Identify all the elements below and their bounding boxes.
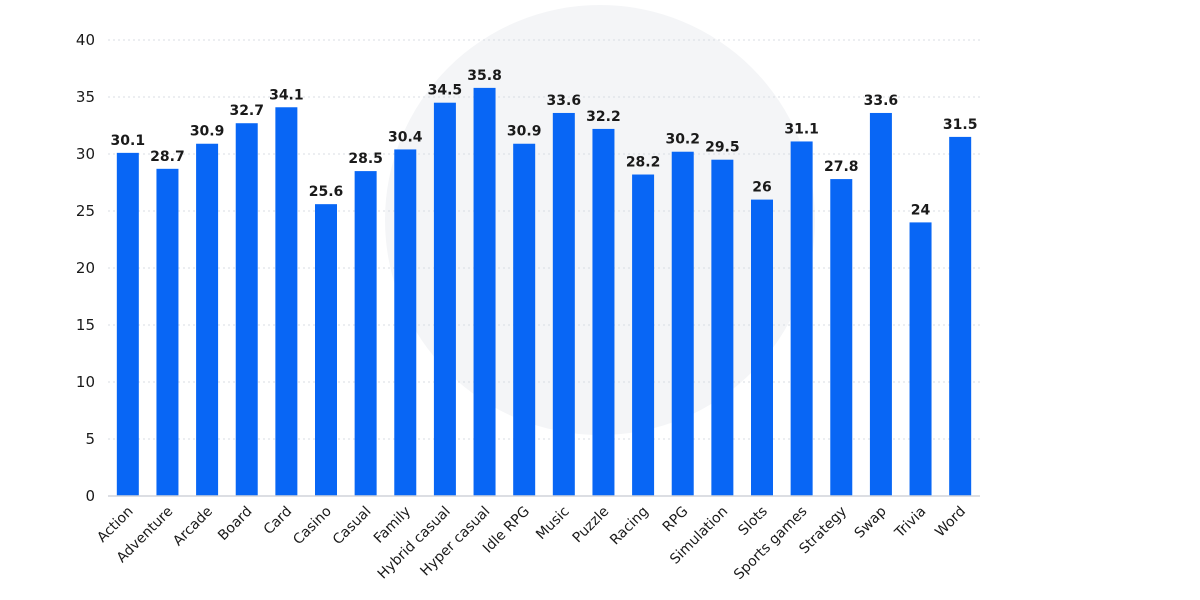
bar-puzzle	[592, 128, 615, 497]
y-tick-label: 20	[76, 259, 95, 277]
bar-swap	[869, 112, 892, 497]
bar-simulation	[711, 159, 734, 496]
value-label: 30.1	[111, 133, 146, 149]
value-label: 30.4	[388, 129, 423, 145]
value-label: 27.8	[824, 159, 859, 175]
x-category-label: Card	[261, 504, 295, 538]
bar-hybrid-casual	[433, 102, 456, 496]
bar-card	[275, 107, 298, 496]
bar-arcade	[196, 143, 219, 497]
y-tick-label: 25	[76, 202, 95, 220]
value-label: 25.6	[309, 184, 344, 200]
value-label: 28.2	[626, 155, 661, 171]
bar-idle-rpg	[513, 143, 536, 497]
value-label: 34.1	[269, 87, 304, 103]
value-label: 32.2	[586, 109, 621, 125]
value-label: 30.9	[507, 124, 542, 140]
value-label: 28.7	[150, 149, 185, 165]
x-category-label: Racing	[607, 504, 652, 549]
y-tick-label: 40	[76, 31, 95, 49]
value-label: 30.9	[190, 124, 225, 140]
y-tick-label: 10	[76, 373, 95, 391]
bar-racing	[632, 174, 655, 496]
value-label: 35.8	[467, 68, 502, 84]
value-label: 24	[911, 202, 931, 218]
y-tick-label: 15	[76, 316, 95, 334]
x-category-label: Puzzle	[570, 504, 613, 547]
bar-family	[394, 149, 417, 496]
x-category-label: Board	[215, 504, 255, 544]
bar-sports-games	[790, 141, 813, 496]
bar-slots	[751, 199, 773, 496]
y-tick-label: 0	[85, 487, 95, 505]
bar-casino	[315, 204, 337, 496]
value-label: 26	[752, 180, 771, 196]
bar-casual	[354, 171, 377, 496]
value-label: 34.5	[428, 83, 463, 99]
y-tick-label: 30	[76, 145, 95, 163]
y-tick-label: 35	[76, 88, 95, 106]
x-category-label: Casino	[290, 504, 335, 549]
value-label: 29.5	[705, 140, 740, 156]
value-label: 33.6	[864, 93, 899, 109]
bar-hyper-casual	[473, 87, 496, 496]
bar-music	[552, 112, 575, 497]
bar-rpg	[671, 151, 694, 496]
x-category-label: Arcade	[170, 504, 216, 550]
value-label: 33.6	[547, 93, 582, 109]
value-label: 30.2	[665, 132, 700, 148]
y-tick-label: 5	[85, 430, 95, 448]
value-label: 28.5	[348, 151, 383, 167]
x-category-label: Slots	[735, 504, 770, 539]
x-category-label: Music	[533, 504, 572, 543]
bar-trivia	[909, 222, 932, 496]
x-category-label: Word	[932, 504, 969, 541]
value-labels: 30.128.730.932.734.125.628.530.434.535.8…	[111, 68, 978, 219]
value-label: 31.1	[784, 121, 819, 137]
bar-board	[235, 123, 258, 496]
bar-strategy	[830, 179, 853, 496]
value-label: 31.5	[943, 117, 978, 133]
x-category-label: RPG	[660, 504, 692, 536]
x-category-label: Hyper casual	[417, 504, 493, 580]
bars	[116, 87, 972, 497]
y-axis-ticks: 0 5 10 15 20 25 30 35 40	[76, 31, 95, 505]
x-category-label: Trivia	[891, 504, 929, 542]
bar-word	[949, 136, 972, 496]
bar-action	[116, 152, 139, 497]
value-label: 32.7	[229, 103, 264, 119]
bar-adventure	[156, 168, 179, 496]
x-category-label: Swap	[852, 503, 890, 541]
x-category-label: Casual	[330, 504, 375, 549]
